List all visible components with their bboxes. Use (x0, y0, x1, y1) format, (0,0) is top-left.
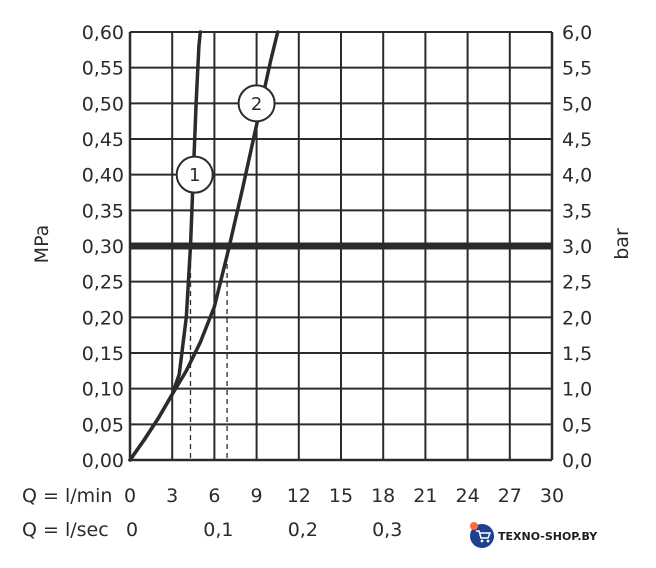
y-tick-label-left: 0,05 (82, 414, 124, 436)
x-tick-label-lsec: 0,1 (203, 519, 233, 541)
x-tick-label: 24 (456, 485, 480, 507)
y-tick-label-left: 0,45 (82, 129, 124, 151)
y-tick-label-left: 0,15 (82, 343, 124, 365)
y-axis-right-ticks: 0,0 0,5 1,0 1,5 2,0 2,5 3,0 3,5 4,0 4,5 5,0 5,5 6,0 (562, 22, 592, 472)
y-tick-label-right: 2,5 (562, 272, 592, 294)
x-axis-title-lsec: Q = l/sec (22, 519, 109, 541)
y-tick-label-right: 3,0 (562, 236, 592, 258)
y-tick-label-left: 0,00 (82, 450, 124, 472)
x-axis-ticks-lmin: 0 3 6 9 12 15 18 21 24 27 30 (124, 485, 564, 507)
y-tick-label-right: 4,0 (562, 165, 592, 187)
y-tick-label-right: 4,5 (562, 129, 592, 151)
y-tick-label-left: 0,55 (82, 58, 124, 80)
y-tick-label-left: 0,50 (82, 93, 124, 115)
x-tick-label: 15 (329, 485, 353, 507)
x-tick-label: 27 (498, 485, 522, 507)
curve-label-2: 2 (251, 94, 262, 115)
x-tick-label: 18 (371, 485, 395, 507)
curve-label-circle-2 (237, 84, 276, 123)
y-tick-label-left: 0,30 (82, 236, 124, 258)
x-tick-label: 6 (208, 485, 220, 507)
y-tick-label-right: 5,0 (562, 93, 592, 115)
curve-label-circle-1 (175, 155, 214, 194)
y-tick-label-right: 0,5 (562, 414, 592, 436)
curve-label-1: 1 (189, 165, 200, 186)
y-tick-label-left: 0,60 (82, 22, 124, 44)
x-tick-label: 12 (287, 485, 311, 507)
y-tick-label-left: 0,20 (82, 307, 124, 329)
y-tick-label-left: 0,25 (82, 272, 124, 294)
watermark-logo: TEXNO-SHOP.BY (470, 522, 598, 548)
y-tick-label-left: 0,35 (82, 200, 124, 222)
x-tick-label-lsec: 0 (126, 519, 138, 541)
watermark-text: TEXNO-SHOP.BY (498, 530, 598, 543)
y-axis-title-right: bar (611, 228, 633, 260)
y-tick-label-right: 1,0 (562, 379, 592, 401)
y-tick-label-right: 0,0 (562, 450, 592, 472)
y-tick-label-right: 5,5 (562, 58, 592, 80)
y-tick-label-right: 1,5 (562, 343, 592, 365)
y-tick-label-left: 0,10 (82, 379, 124, 401)
y-axis-left-ticks: 0,00 0,05 0,10 0,15 0,20 0,25 0,30 0,35 0,40 0,45… (82, 22, 124, 472)
x-tick-label-lsec: 0,2 (288, 519, 318, 541)
x-axis-title-lmin: Q = l/min (22, 485, 112, 507)
x-tick-label: 0 (124, 485, 136, 507)
y-axis-title-left: MPa (31, 225, 53, 264)
y-tick-label-right: 6,0 (562, 22, 592, 44)
y-tick-label-left: 0,40 (82, 165, 124, 187)
x-tick-label: 3 (166, 485, 178, 507)
x-axis-ticks-lsec: 0 0,1 0,2 0,3 (126, 519, 402, 541)
curve-labels: 12 (175, 84, 276, 194)
x-tick-label: 30 (540, 485, 564, 507)
x-tick-label: 21 (413, 485, 437, 507)
x-tick-label-lsec: 0,3 (372, 519, 402, 541)
y-tick-label-right: 2,0 (562, 307, 592, 329)
y-tick-label-right: 3,5 (562, 200, 592, 222)
x-tick-label: 9 (251, 485, 263, 507)
